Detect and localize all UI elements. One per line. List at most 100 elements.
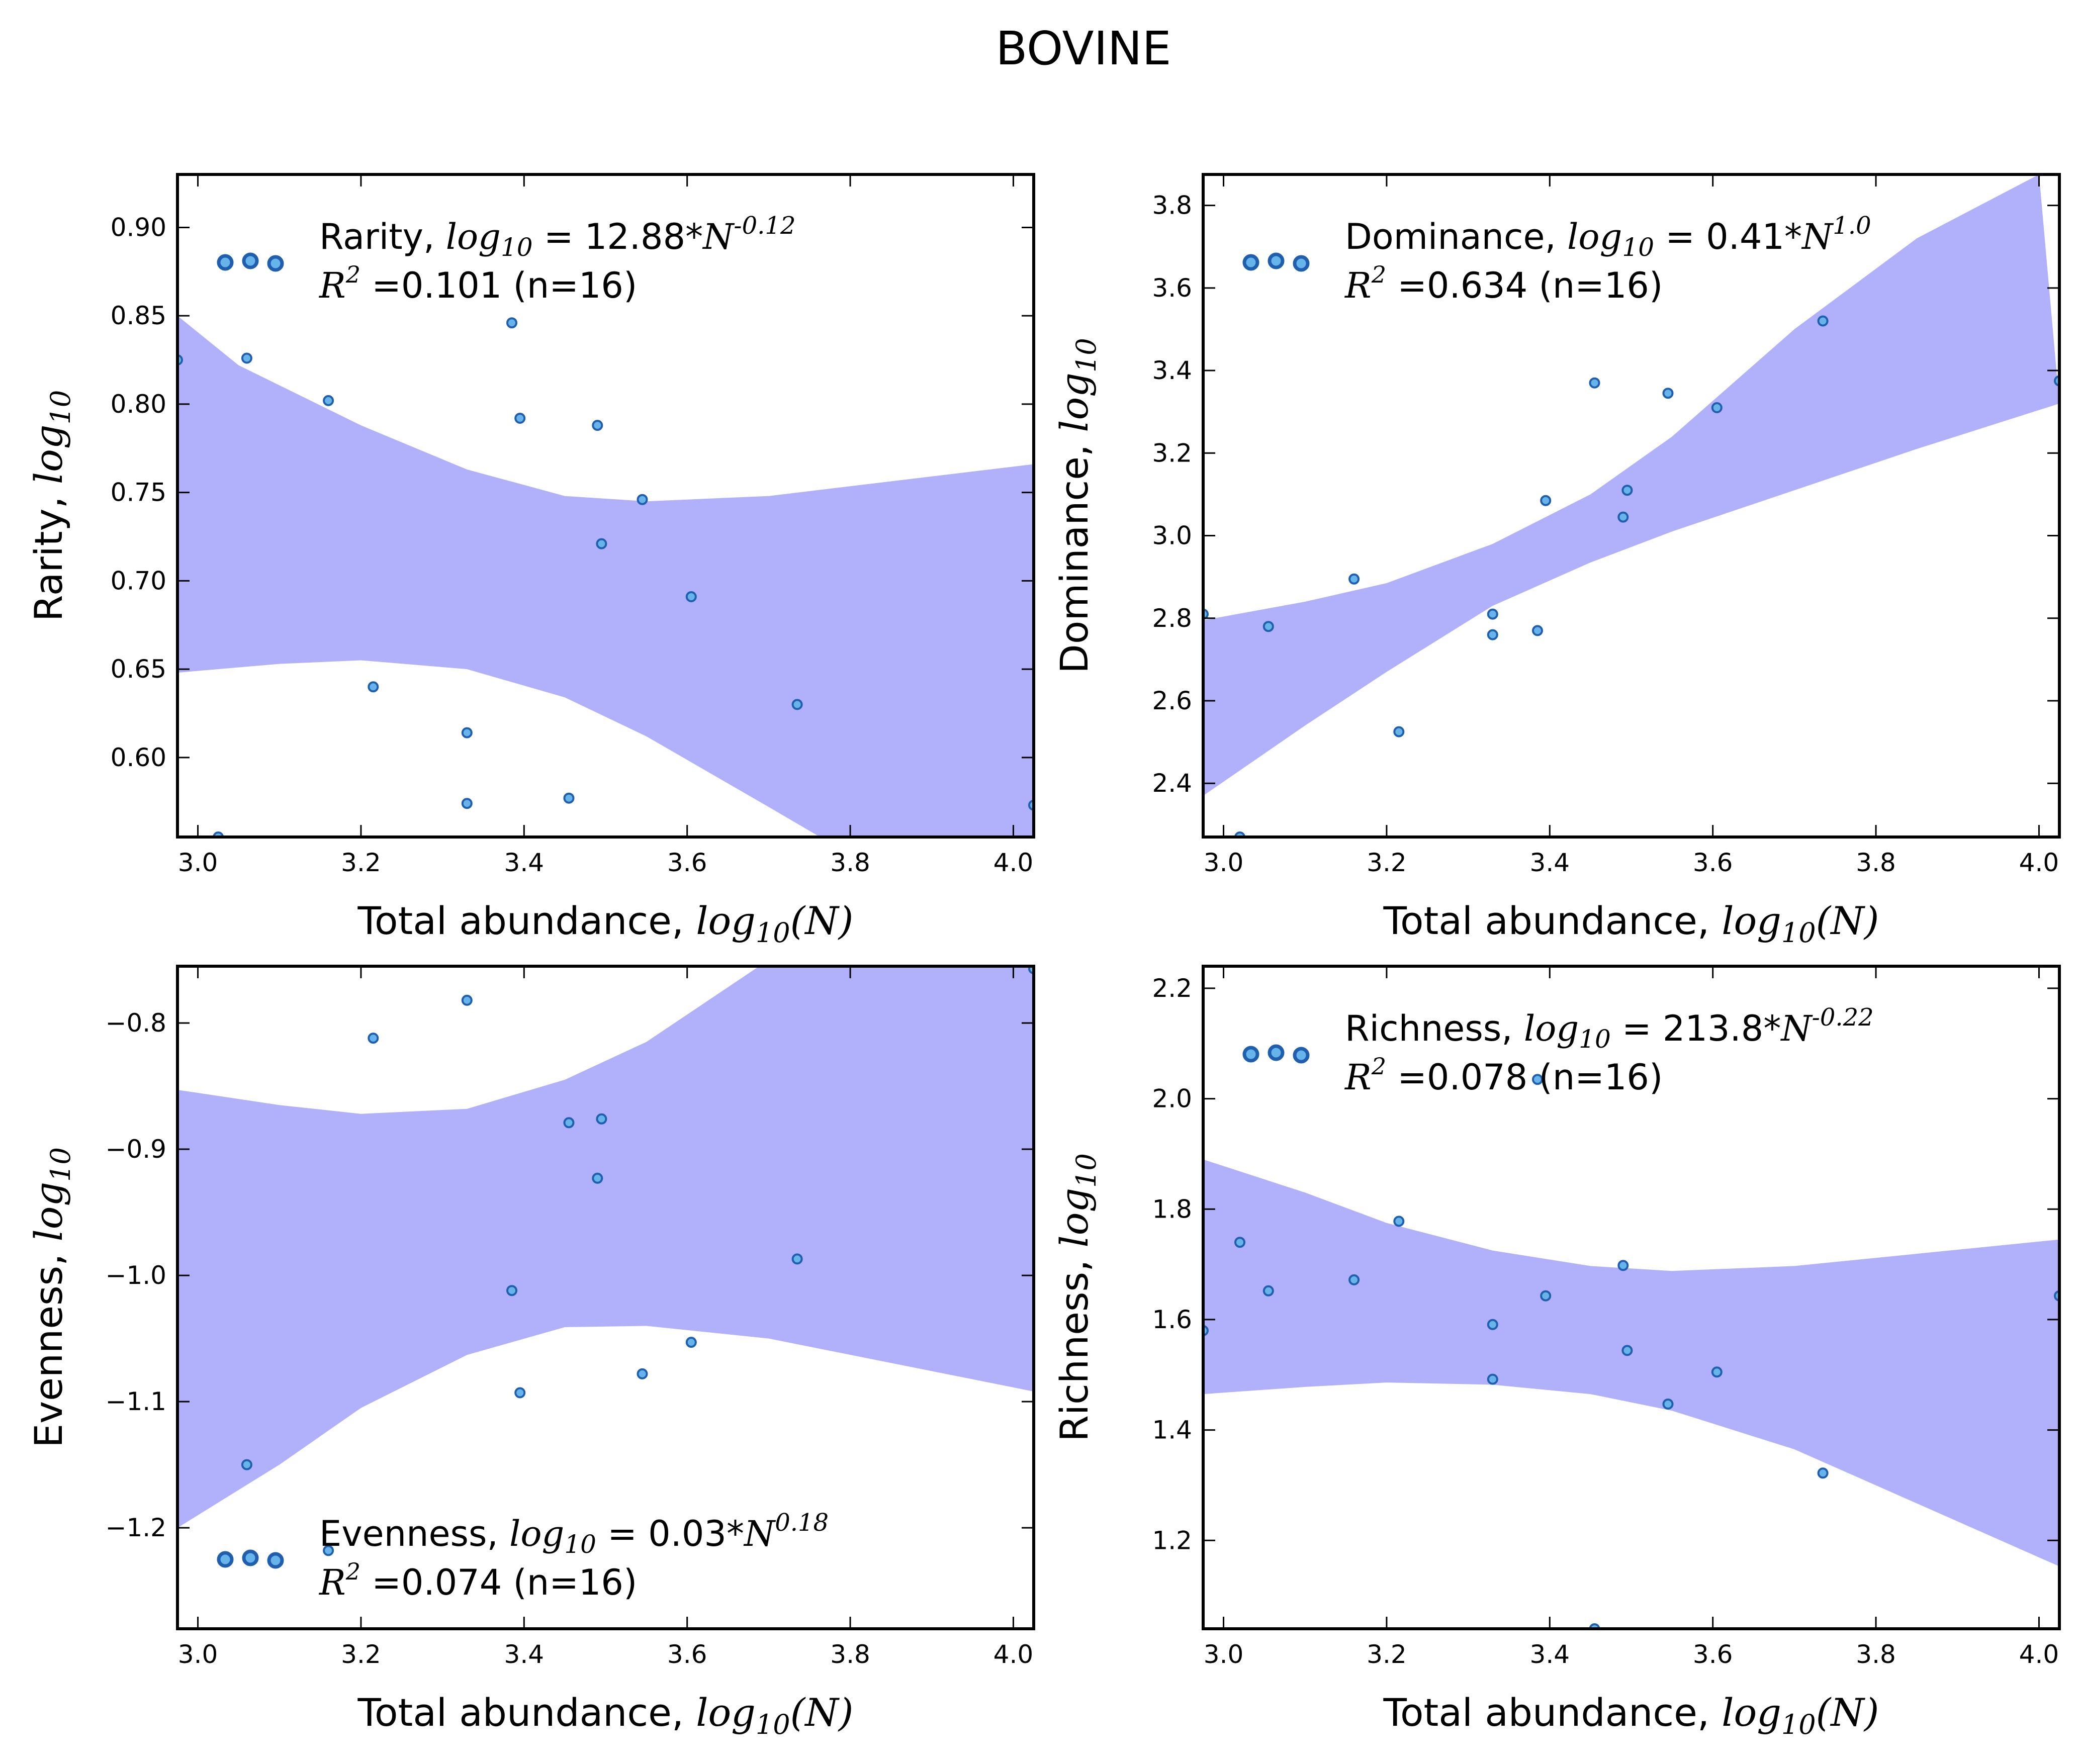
dominance-ytick-label-7: 3.8 — [1152, 191, 1192, 220]
richness-legend-equation: Richness, log10 = 213.8*N-0.22 — [1345, 1003, 1874, 1054]
richness-ytick-label-0: 1.2 — [1152, 1526, 1192, 1555]
evenness-point-3 — [461, 994, 473, 1006]
evenness-point-0 — [241, 1459, 252, 1470]
evenness-xtick-label-2: 3.4 — [504, 1640, 545, 1669]
richness-ytick-label-3: 1.8 — [1152, 1194, 1192, 1224]
dominance-point-9 — [1589, 377, 1600, 389]
dominance-legend: Dominance, log10 = 0.41*N1.0R2 =0.634 (n… — [1242, 212, 1871, 306]
evenness-xtick-label-0: 3.0 — [178, 1640, 218, 1669]
richness-point-11 — [1621, 1345, 1633, 1356]
rarity-xtick-label-5: 4.0 — [993, 848, 1034, 877]
dominance-axes-frame — [1202, 173, 2061, 839]
dominance-point-6 — [1487, 629, 1498, 640]
evenness-ytick-label-4: −0.8 — [106, 1008, 166, 1038]
evenness-point-10 — [685, 1337, 697, 1348]
richness-ytick-label-5: 2.2 — [1152, 974, 1192, 1003]
rarity-point-13 — [685, 591, 697, 602]
evenness-point-1 — [323, 1545, 334, 1556]
dominance-legend-equation: Dominance, log10 = 0.41*N1.0 — [1345, 212, 1871, 262]
rarity-point-12 — [637, 494, 648, 505]
evenness-xtick-label-1: 3.2 — [341, 1640, 381, 1669]
richness-point-7 — [1532, 1074, 1543, 1085]
richness-point-14 — [1817, 1467, 1829, 1479]
dominance-legend-marker-1 — [1268, 252, 1285, 269]
dominance-point-3 — [1348, 573, 1360, 585]
dominance-point-5 — [1487, 608, 1498, 620]
evenness-point-6 — [563, 1117, 575, 1129]
dominance-ytick-label-5: 3.4 — [1152, 356, 1192, 385]
rarity-xlabel: Total abundance, log10(N) — [357, 898, 854, 949]
richness-legend-marker-1 — [1268, 1044, 1285, 1061]
rarity-xtick-label-4: 3.8 — [830, 848, 870, 877]
dominance-point-10 — [1617, 511, 1629, 523]
rarity-ytick-label-2: 0.70 — [111, 566, 166, 595]
evenness-xtick-label-3: 3.6 — [667, 1640, 707, 1669]
richness-xtick-label-2: 3.4 — [1530, 1640, 1570, 1669]
rarity-point-14 — [791, 699, 803, 710]
richness-legend-marker-2 — [1293, 1047, 1310, 1064]
richness-ytick-label-2: 1.6 — [1152, 1305, 1192, 1334]
evenness-point-8 — [596, 1113, 607, 1125]
evenness-legend-r2: R2 =0.074 (n=16) — [318, 1558, 637, 1603]
dominance-point-4 — [1393, 726, 1405, 737]
dominance-point-14 — [1817, 315, 1829, 327]
rarity-point-2 — [241, 352, 252, 364]
dominance-point-7 — [1532, 625, 1543, 636]
dominance-legend-marker-0 — [1242, 254, 1259, 271]
richness-point-4 — [1393, 1216, 1405, 1227]
rarity-ytick-label-1: 0.65 — [111, 655, 166, 684]
dominance-ylabel: Dominance, log10 — [1052, 338, 1102, 673]
dominance-point-2 — [1262, 621, 1274, 632]
rarity-legend-marker-0 — [217, 254, 234, 271]
richness-legend-marker-0 — [1242, 1046, 1259, 1063]
dominance-point-13 — [1711, 402, 1723, 413]
evenness-ytick-label-1: −1.1 — [106, 1387, 166, 1416]
dominance-legend-marker-2 — [1293, 255, 1310, 272]
evenness-point-7 — [592, 1172, 603, 1184]
panel-dominance: 3.0 3.2 3.4 3.6 3.8 4.0 2.4 2.6 2.8 3.0 3.2 3.4 3.6 3… — [1052, 173, 2061, 949]
richness-point-12 — [1662, 1399, 1674, 1410]
figure-title: BOVINE — [996, 22, 1171, 75]
dominance-ytick-label-2: 2.8 — [1152, 604, 1192, 633]
rarity-point-4 — [368, 681, 379, 693]
richness-xtick-label-3: 3.6 — [1693, 1640, 1733, 1669]
evenness-point-9 — [637, 1368, 648, 1379]
richness-xtick-label-5: 4.0 — [2019, 1640, 2059, 1669]
evenness-xlabel: Total abundance, log10(N) — [357, 1690, 854, 1740]
dominance-xtick-label-2: 3.4 — [1530, 848, 1570, 877]
richness-xtick-label-4: 3.8 — [1856, 1640, 1896, 1669]
dominance-xtick-label-3: 3.6 — [1693, 848, 1733, 877]
richness-plot-area — [1203, 1074, 2059, 1629]
richness-point-5 — [1487, 1319, 1498, 1330]
richness-ytick-label-4: 2.0 — [1152, 1084, 1192, 1113]
evenness-point-11 — [791, 1253, 803, 1265]
richness-ytick-label-1: 1.4 — [1152, 1416, 1192, 1445]
evenness-legend-marker-0 — [217, 1551, 234, 1568]
evenness-ylabel: Evenness, log10 — [26, 1147, 76, 1448]
panel-rarity: 3.0 3.2 3.4 3.6 3.8 4.0 0.60 0.65 0.70 0.75 0.80 0.… — [26, 173, 1035, 949]
dominance-point-11 — [1621, 485, 1633, 496]
rarity-ytick-label-3: 0.75 — [111, 478, 166, 507]
evenness-point-5 — [514, 1387, 526, 1399]
rarity-ytick-label-5: 0.85 — [111, 301, 166, 330]
rarity-point-10 — [592, 420, 603, 431]
dominance-xtick-label-1: 3.2 — [1367, 848, 1407, 877]
rarity-xtick-label-1: 3.2 — [341, 848, 381, 877]
richness-legend-r2: R2 =0.078 (n=16) — [1344, 1053, 1663, 1098]
rarity-legend-r2: R2 =0.101 (n=16) — [318, 261, 637, 306]
dominance-ytick-label-6: 3.6 — [1152, 273, 1192, 303]
rarity-xtick-label-2: 3.4 — [504, 848, 545, 877]
rarity-point-3 — [323, 395, 334, 406]
rarity-plot-area — [177, 316, 1034, 837]
dominance-point-12 — [1662, 388, 1674, 399]
evenness-plot-area — [177, 966, 1034, 1556]
dominance-xtick-label-0: 3.0 — [1204, 848, 1244, 877]
evenness-point-4 — [506, 1285, 517, 1296]
dominance-plot-area — [1203, 174, 2059, 837]
dominance-legend-r2: R2 =0.634 (n=16) — [1344, 261, 1663, 306]
dominance-ytick-label-4: 3.2 — [1152, 438, 1192, 468]
